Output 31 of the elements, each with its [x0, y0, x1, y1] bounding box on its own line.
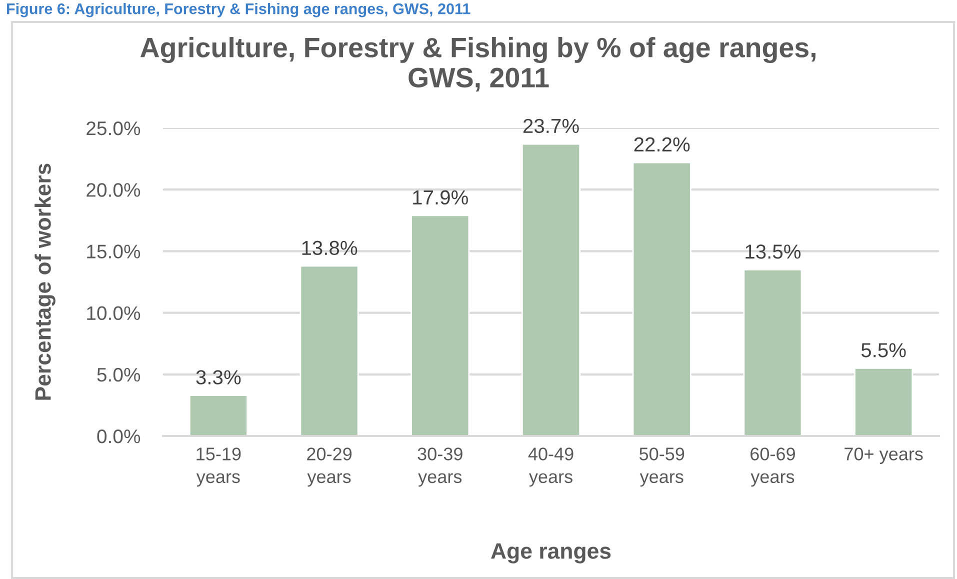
y-tick-label: 15.0%	[87, 244, 140, 258]
y-tick-label: 20.0%	[86, 183, 140, 197]
x-tick-label: 30-39 years	[418, 448, 462, 487]
bar	[521, 143, 581, 436]
x-tick-label: 15-19 years	[196, 448, 241, 487]
bar	[854, 368, 914, 436]
bar	[188, 394, 248, 436]
bar	[632, 162, 692, 436]
y-tick-label: 0.0%	[97, 429, 140, 444]
y-axis-title: Percentage of workers	[34, 164, 56, 400]
data-label: 23.7%	[523, 118, 579, 134]
data-label: 22.2%	[634, 137, 690, 152]
x-tick-label: 70+ years	[844, 448, 923, 464]
bar	[410, 214, 470, 436]
data-label: 13.5%	[746, 244, 801, 259]
data-label: 5.5%	[861, 343, 906, 358]
chart-title: Agriculture, Forestry & Fishing by % of age ranges, GWS, 2011	[140, 37, 816, 92]
bar	[300, 265, 359, 436]
x-axis-title: Age ranges	[491, 543, 611, 564]
data-label: 13.8%	[302, 240, 358, 256]
y-tick-label: 5.0%	[97, 368, 140, 382]
x-tick-label: 50-59 years	[639, 448, 684, 487]
y-tick-label: 25.0%	[86, 121, 140, 136]
y-tick-label: 10.0%	[87, 306, 140, 320]
bar	[743, 268, 802, 436]
x-tick-label: 20-29 years	[307, 448, 352, 487]
data-label: 17.9%	[413, 190, 468, 205]
data-label: 3.3%	[196, 370, 241, 384]
caption: Figure 6: Agriculture, Forestry & Fishing age ranges, GWS, 2011	[7, 3, 470, 18]
x-tick-label: 60-69 years	[750, 448, 795, 487]
x-tick-label: 40-49 years	[528, 448, 574, 487]
